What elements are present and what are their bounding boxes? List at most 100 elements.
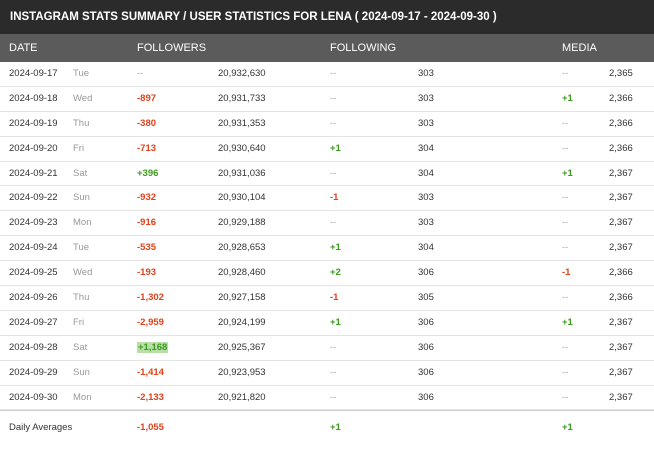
row-weekday: Tue xyxy=(73,242,90,254)
following-count: 306 xyxy=(418,316,434,328)
table-row: 2024-09-17 Tue -- 20,932,630 -- 303 -- 2,365 xyxy=(0,62,654,87)
followers-change: -897 xyxy=(137,92,157,104)
avg-followers-change: -1,055 xyxy=(137,422,164,434)
row-weekday: Mon xyxy=(73,217,92,229)
media-change: +1 xyxy=(562,316,573,328)
row-weekday: Sat xyxy=(73,341,88,353)
followers-change: -- xyxy=(137,68,144,79)
highlighted-change: +1,168 xyxy=(137,341,169,353)
followers-count: 20,931,036 xyxy=(218,167,266,179)
following-change: -- xyxy=(330,341,337,353)
followers-count: 20,930,104 xyxy=(218,192,266,204)
followers-count: 20,924,199 xyxy=(218,316,266,328)
media-change: +1 xyxy=(562,92,573,104)
row-date: 2024-09-30 xyxy=(9,391,58,403)
followers-count: 20,927,158 xyxy=(218,292,266,304)
row-date: 2024-09-25 xyxy=(9,267,58,279)
followers-count: 20,931,733 xyxy=(218,92,266,104)
following-change: +2 xyxy=(330,267,341,279)
daily-averages-row: Daily Averages -1,055 +1 +1 xyxy=(0,410,654,445)
following-change: -1 xyxy=(330,192,339,204)
media-count: 2,366 xyxy=(609,292,633,304)
media-count: 2,366 xyxy=(609,117,633,129)
following-count: 306 xyxy=(418,341,434,353)
media-count: 2,367 xyxy=(609,341,633,353)
followers-change: -713 xyxy=(137,142,157,154)
table-row: 2024-09-22 Sun -932 20,930,104 -1 303 -- 2,367 xyxy=(0,186,654,212)
avg-following-change: +1 xyxy=(330,422,341,434)
row-date: 2024-09-24 xyxy=(9,242,58,254)
following-count: 303 xyxy=(418,192,434,204)
following-change: -- xyxy=(330,167,337,179)
table-row: 2024-09-28 Sat +1,168 20,925,367 -- 306 -- 2,36… xyxy=(0,336,654,361)
media-count: 2,367 xyxy=(609,391,633,403)
followers-change: +1,168 xyxy=(137,336,169,360)
row-weekday: Thu xyxy=(73,292,90,304)
media-change: -- xyxy=(562,242,569,254)
row-weekday: Fri xyxy=(73,142,85,154)
media-change: -- xyxy=(562,217,569,229)
followers-count: 20,925,367 xyxy=(218,341,266,353)
row-weekday: Thu xyxy=(73,117,90,129)
row-date: 2024-09-20 xyxy=(9,142,58,154)
table-row: 2024-09-30 Mon -2,133 20,921,820 -- 306 -- 2,36… xyxy=(0,386,654,411)
row-date: 2024-09-19 xyxy=(9,117,58,129)
following-count: 303 xyxy=(418,117,434,129)
following-change: -- xyxy=(330,366,337,378)
following-count: 305 xyxy=(418,292,434,304)
media-count: 2,367 xyxy=(609,242,633,254)
media-change: -- xyxy=(562,142,569,154)
followers-count: 20,932,630 xyxy=(218,68,266,79)
following-count: 303 xyxy=(418,217,434,229)
followers-change: -193 xyxy=(137,267,157,279)
avg-media-change: +1 xyxy=(562,422,573,434)
row-date: 2024-09-26 xyxy=(9,292,58,304)
media-count: 2,366 xyxy=(609,92,633,104)
followers-change: -1,414 xyxy=(137,366,164,378)
table-row: 2024-09-18 Wed -897 20,931,733 -- 303 +1 2,366 xyxy=(0,87,654,112)
followers-change: -2,959 xyxy=(137,316,164,328)
media-change: -- xyxy=(562,391,569,403)
media-change: -- xyxy=(562,341,569,353)
row-weekday: Wed xyxy=(73,267,93,279)
followers-count: 20,923,953 xyxy=(218,366,266,378)
followers-change: -2,133 xyxy=(137,391,164,403)
media-change: -- xyxy=(562,117,569,129)
following-change: -- xyxy=(330,217,337,229)
row-weekday: Fri xyxy=(73,316,85,328)
stats-table-body: 2024-09-17 Tue -- 20,932,630 -- 303 -- 2,365 202… xyxy=(0,62,654,411)
following-change: -- xyxy=(330,391,337,403)
table-row: 2024-09-21 Sat +396 20,931,036 -- 304 +1 2,367 xyxy=(0,162,654,187)
row-date: 2024-09-22 xyxy=(9,192,58,204)
row-date: 2024-09-17 xyxy=(9,68,58,79)
following-change: +1 xyxy=(330,316,341,328)
table-row: 2024-09-19 Thu -380 20,931,353 -- 303 -- 2,366 xyxy=(0,112,654,137)
media-count: 2,366 xyxy=(609,142,633,154)
following-change: -1 xyxy=(330,292,339,304)
table-row: 2024-09-20 Fri -713 20,930,640 +1 304 -- 2,366 xyxy=(0,137,654,162)
followers-change: -932 xyxy=(137,192,157,204)
media-count: 2,367 xyxy=(609,366,633,378)
averages-label: Daily Averages xyxy=(9,422,73,434)
following-change: -- xyxy=(330,92,337,104)
table-row: 2024-09-23 Mon -916 20,929,188 -- 303 -- 2,367 xyxy=(0,211,654,237)
row-weekday: Wed xyxy=(73,92,93,104)
media-change: -- xyxy=(562,366,569,378)
following-count: 304 xyxy=(418,167,434,179)
followers-count: 20,928,653 xyxy=(218,242,266,254)
media-change: +1 xyxy=(562,167,573,179)
column-header-followers: FOLLOWERS xyxy=(137,42,207,54)
table-row: 2024-09-25 Wed -193 20,928,460 +2 306 -1 2,366 xyxy=(0,261,654,287)
media-change: -1 xyxy=(562,267,571,279)
following-count: 303 xyxy=(418,92,434,104)
followers-count: 20,928,460 xyxy=(218,267,266,279)
media-count: 2,367 xyxy=(609,167,633,179)
row-weekday: Tue xyxy=(73,68,90,79)
following-count: 303 xyxy=(418,68,434,79)
followers-change: -1,302 xyxy=(137,292,164,304)
row-weekday: Sat xyxy=(73,167,88,179)
table-row: 2024-09-26 Thu -1,302 20,927,158 -1 305 -- 2,36… xyxy=(0,286,654,311)
media-count: 2,367 xyxy=(609,192,633,204)
following-count: 306 xyxy=(418,267,434,279)
row-weekday: Sun xyxy=(73,366,90,378)
